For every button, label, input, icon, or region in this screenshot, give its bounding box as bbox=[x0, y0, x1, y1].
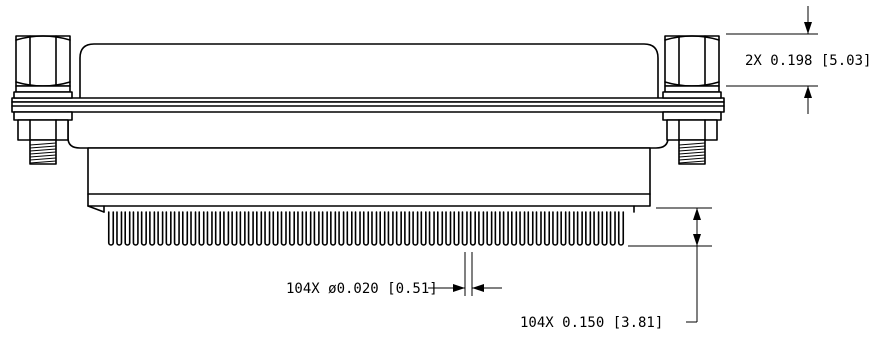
thread-line bbox=[678, 154, 706, 158]
contact-pin bbox=[404, 211, 411, 246]
right-hex-nut bbox=[664, 35, 720, 87]
contact-pin bbox=[116, 211, 123, 246]
contact-pin bbox=[280, 211, 287, 246]
contact-pin bbox=[379, 211, 386, 246]
contact-pin bbox=[527, 211, 534, 246]
contact-pin bbox=[165, 211, 172, 246]
thread-line bbox=[678, 148, 706, 152]
contact-pin bbox=[609, 211, 616, 246]
contact-pin bbox=[190, 211, 197, 246]
left-jackscrew bbox=[13, 35, 73, 165]
contact-pin bbox=[223, 211, 230, 246]
contact-pin bbox=[560, 211, 567, 246]
contact-pin bbox=[354, 211, 361, 246]
right-jackscrew bbox=[662, 35, 722, 165]
contact-pin bbox=[107, 211, 115, 246]
thread-line bbox=[29, 160, 57, 164]
thread-line bbox=[678, 145, 706, 149]
contact-pin bbox=[486, 211, 493, 246]
contact-pin bbox=[313, 211, 320, 246]
thread-line bbox=[678, 160, 706, 164]
contact-pin bbox=[346, 211, 353, 246]
connector-shell-hood bbox=[79, 43, 659, 99]
contact-pin bbox=[511, 211, 518, 246]
contact-pin bbox=[305, 211, 312, 246]
contact-pin bbox=[585, 211, 592, 246]
contact-pin bbox=[395, 211, 402, 246]
thread-line bbox=[29, 142, 57, 146]
pin-diameter-label: 104X ø0.020 [0.51] bbox=[286, 281, 438, 297]
contact-pin bbox=[535, 211, 542, 246]
contact-pin bbox=[362, 211, 370, 246]
thread-line bbox=[29, 151, 57, 155]
left-lower-nut bbox=[13, 111, 73, 121]
contact-pin bbox=[198, 211, 205, 246]
contact-pin bbox=[494, 211, 501, 246]
contact-pin bbox=[231, 211, 238, 246]
contact-pin bbox=[140, 211, 147, 246]
contact-pin bbox=[297, 211, 304, 246]
thread-line bbox=[678, 142, 706, 146]
dimension-pin-diameter: 104X ø0.020 [0.51] bbox=[286, 252, 502, 297]
hardware-height-label: 2X 0.198 [5.03] bbox=[745, 53, 869, 69]
contact-pin bbox=[601, 211, 608, 246]
thread-line bbox=[29, 145, 57, 149]
contact-pin bbox=[239, 211, 246, 246]
right-lower-nut bbox=[662, 111, 722, 121]
thread-line bbox=[29, 154, 57, 158]
contact-pin bbox=[453, 211, 460, 246]
contact-pin bbox=[247, 211, 254, 246]
contact-pin bbox=[157, 211, 164, 246]
contact-pin bbox=[214, 211, 221, 246]
contact-pin bbox=[436, 211, 444, 246]
contact-pin bbox=[272, 211, 279, 246]
contact-pin bbox=[321, 211, 328, 246]
contact-pin bbox=[593, 211, 600, 246]
contact-pin bbox=[181, 211, 189, 246]
contact-pin bbox=[617, 211, 625, 246]
thread-line bbox=[678, 157, 706, 161]
contact-pin bbox=[338, 211, 345, 246]
contact-pin bbox=[173, 211, 180, 246]
contact-pin bbox=[206, 211, 213, 246]
contact-pin bbox=[132, 211, 139, 246]
insulator-block bbox=[87, 147, 651, 207]
right-washer bbox=[664, 85, 720, 93]
thread-line bbox=[29, 148, 57, 152]
contact-pin bbox=[478, 211, 485, 246]
contact-pin bbox=[371, 211, 378, 246]
mounting-flange-lower bbox=[11, 101, 725, 113]
contact-pin bbox=[445, 211, 452, 246]
contact-pin bbox=[256, 211, 263, 246]
contact-pin bbox=[576, 211, 583, 246]
contact-pin bbox=[387, 211, 394, 246]
dimension-pin-length: 104X 0.150 [3.81] bbox=[520, 207, 712, 331]
dimension-hardware-height: 2X 0.198 [5.03] bbox=[726, 6, 869, 114]
contact-pin bbox=[428, 211, 435, 246]
contact-pin bbox=[420, 211, 427, 246]
contact-pin bbox=[552, 211, 559, 246]
contact-pin bbox=[124, 211, 131, 246]
left-washer bbox=[15, 85, 71, 93]
pin-length-label: 104X 0.150 [3.81] bbox=[520, 315, 663, 331]
contact-pin bbox=[469, 211, 476, 246]
contact-pin bbox=[264, 211, 271, 246]
contact-pin bbox=[412, 211, 419, 246]
contact-pin bbox=[568, 211, 575, 246]
contact-pins bbox=[107, 211, 625, 246]
connector-body-skirt bbox=[67, 111, 669, 149]
thread-line bbox=[678, 151, 706, 155]
contact-pin bbox=[502, 211, 509, 246]
contact-pin bbox=[149, 211, 156, 246]
thread-line bbox=[29, 157, 57, 161]
contact-pin bbox=[288, 211, 296, 246]
contact-pin bbox=[519, 211, 526, 246]
contact-pin bbox=[330, 211, 337, 246]
contact-pin bbox=[543, 211, 551, 246]
left-hex-nut bbox=[15, 35, 71, 87]
contact-pin bbox=[461, 211, 468, 246]
